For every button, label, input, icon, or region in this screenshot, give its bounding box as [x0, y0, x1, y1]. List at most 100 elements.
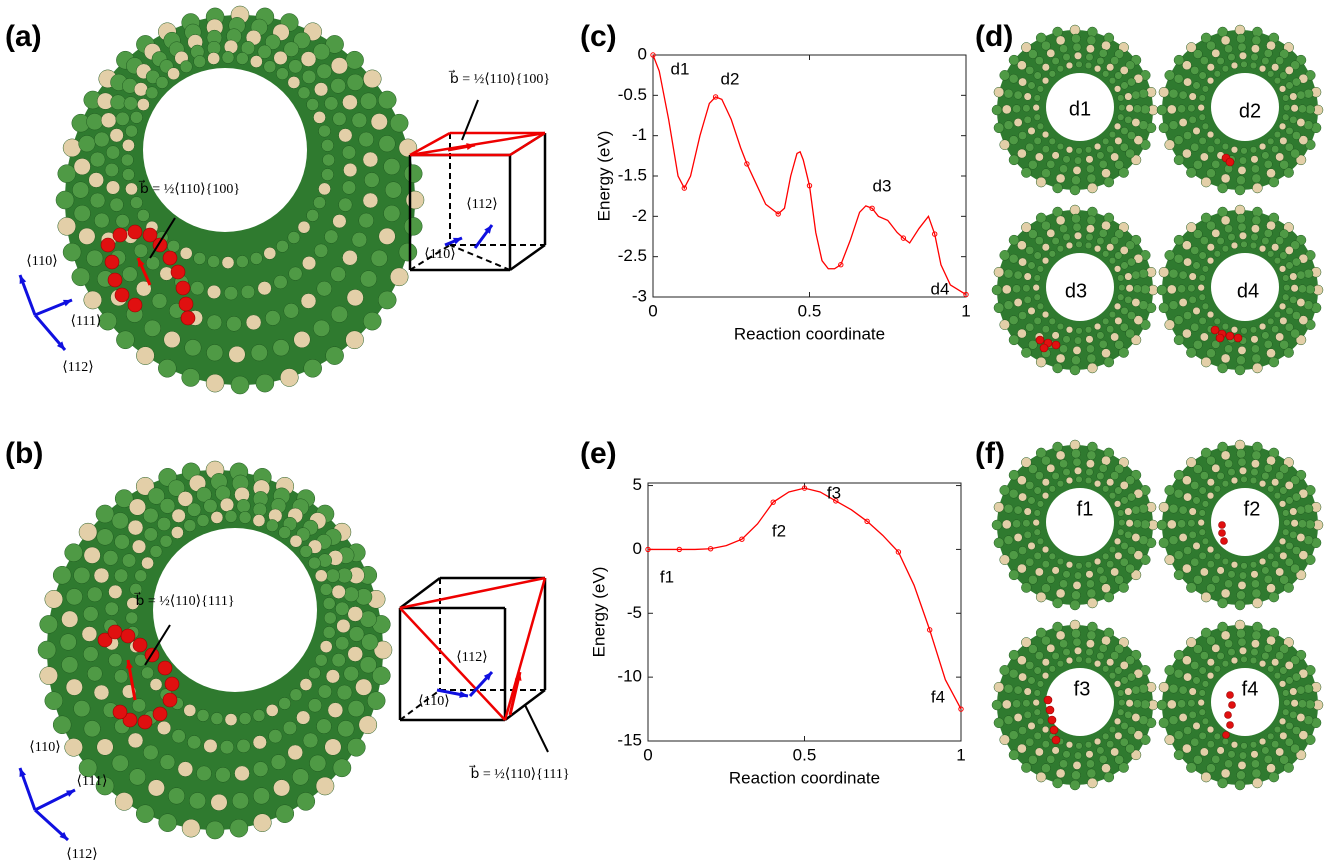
atom — [1193, 49, 1203, 59]
atom — [1075, 562, 1083, 570]
defect-atom — [1228, 701, 1236, 709]
tube-hole — [1211, 73, 1279, 141]
defect-atom — [122, 712, 138, 728]
atom — [1238, 156, 1248, 165]
atom — [1234, 439, 1246, 451]
atom — [319, 640, 333, 653]
defect-atom — [112, 227, 128, 243]
atom — [296, 792, 316, 811]
atom — [1119, 480, 1129, 490]
atom — [1117, 113, 1125, 121]
atom — [1023, 710, 1032, 719]
atom — [1106, 145, 1115, 154]
defect-atom — [180, 310, 196, 326]
atom — [1273, 310, 1282, 319]
defect-atom — [1210, 325, 1220, 335]
atom — [1051, 151, 1060, 160]
atom — [1086, 588, 1097, 599]
atom — [1035, 32, 1047, 44]
atom — [147, 779, 165, 797]
atom — [1046, 228, 1056, 238]
arrow-head — [66, 790, 75, 797]
atom — [1071, 448, 1081, 459]
arrow-head — [19, 275, 27, 284]
atom — [1041, 583, 1051, 594]
atom — [999, 319, 1010, 330]
atom — [347, 700, 365, 718]
atom — [223, 286, 239, 301]
atom — [115, 214, 130, 229]
atom — [1296, 270, 1306, 280]
atom — [1295, 334, 1307, 346]
atom — [1258, 480, 1267, 488]
atom — [78, 227, 96, 245]
atom — [1036, 717, 1045, 725]
atom — [1263, 463, 1273, 473]
atom — [109, 128, 124, 143]
atom — [1240, 327, 1248, 335]
atom — [1056, 660, 1065, 668]
atom — [317, 684, 333, 699]
atom — [1173, 135, 1184, 145]
atom — [1183, 492, 1193, 502]
atom — [1140, 139, 1151, 150]
atom — [1140, 554, 1151, 565]
atom — [1098, 339, 1108, 349]
atom — [73, 158, 91, 176]
atom — [224, 713, 238, 726]
atom — [1008, 54, 1020, 66]
atom — [1266, 763, 1276, 774]
arrow-head — [483, 672, 492, 681]
atom — [1224, 344, 1234, 354]
atom — [1289, 507, 1298, 516]
atom — [1164, 665, 1175, 676]
atom — [1183, 131, 1193, 140]
atom — [1217, 182, 1228, 194]
atom — [1131, 505, 1141, 515]
atom — [1086, 450, 1097, 461]
atom — [1173, 253, 1184, 264]
atom — [1279, 159, 1289, 170]
atom — [1017, 563, 1027, 574]
atom — [1125, 284, 1134, 293]
atom — [1008, 315, 1019, 325]
atom — [1186, 582, 1197, 593]
atom — [332, 758, 352, 778]
atom — [1284, 245, 1294, 255]
atom — [1236, 628, 1246, 639]
atom — [64, 543, 83, 562]
atom — [1138, 268, 1149, 279]
atom — [1096, 56, 1105, 66]
atom — [156, 720, 172, 736]
atom — [1240, 655, 1248, 664]
atom — [1211, 159, 1221, 169]
atom — [1033, 551, 1042, 560]
atom — [1267, 485, 1275, 493]
atom — [332, 111, 347, 126]
atom — [1186, 347, 1197, 358]
atom — [1124, 530, 1133, 539]
atom — [1093, 660, 1102, 668]
atom — [1224, 224, 1234, 234]
data-point — [838, 262, 844, 268]
atom — [1008, 234, 1020, 246]
atom — [114, 568, 129, 583]
x-axis-label: Reaction coordinate — [734, 324, 885, 343]
defect-atom — [164, 676, 180, 692]
atom — [1290, 240, 1300, 251]
defect-atom — [1215, 333, 1225, 343]
atom — [1273, 672, 1282, 680]
atom — [1087, 621, 1098, 633]
atom — [83, 720, 101, 738]
atom — [136, 209, 150, 222]
atom — [111, 512, 129, 530]
atom — [1298, 730, 1309, 740]
atom — [249, 252, 263, 265]
atom — [1240, 240, 1248, 249]
atom — [1261, 651, 1270, 661]
atom — [1071, 770, 1081, 781]
atom — [1220, 353, 1231, 364]
atom — [1075, 655, 1083, 664]
atom — [1216, 471, 1225, 481]
